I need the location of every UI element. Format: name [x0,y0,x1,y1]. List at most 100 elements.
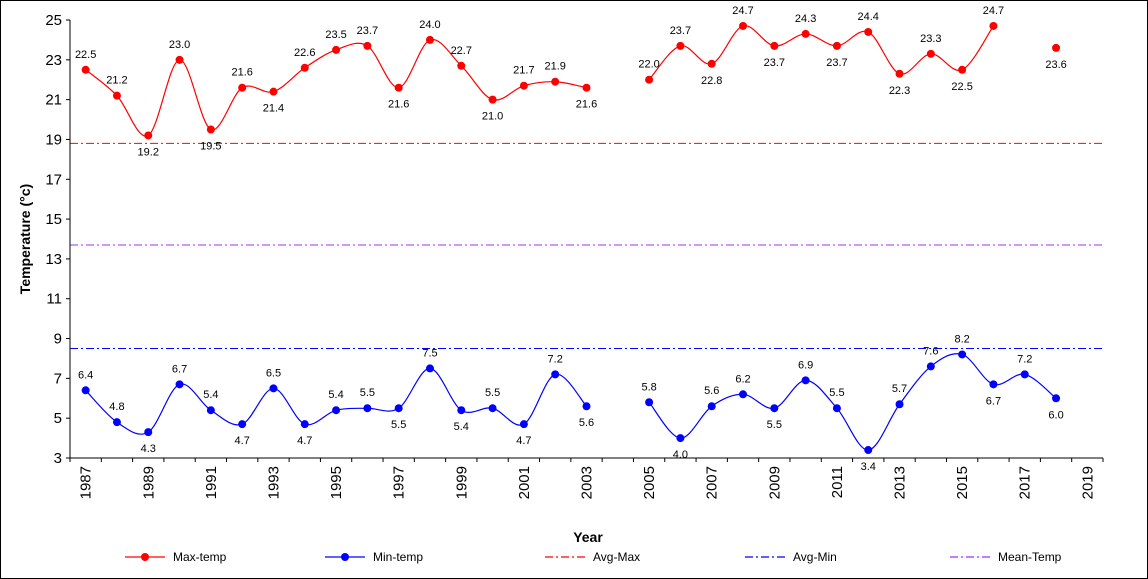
data-label-min-temp: 6.7 [172,363,187,375]
x-tick-label: 2001 [516,466,533,499]
legend-item-mean-temp: Mean-Temp [950,550,1062,564]
data-point-min-temp [989,380,998,389]
data-label-max-temp: 23.7 [670,25,691,37]
data-label-max-temp: 21.6 [231,67,252,79]
data-point-max-temp [175,55,184,64]
data-label-min-temp: 7.6 [923,345,938,357]
data-point-min-temp [1052,394,1061,403]
data-label-min-temp: 6.2 [735,373,750,385]
data-label-max-temp: 24.3 [795,13,816,25]
data-point-min-temp [363,404,372,413]
data-label-min-temp: 7.2 [548,353,563,365]
data-label-min-temp: 5.5 [485,387,500,399]
data-point-min-temp [582,402,591,411]
data-point-max-temp [425,35,434,44]
data-point-min-temp [425,364,434,373]
y-tick-label: 13 [45,251,62,268]
data-point-min-temp [112,418,121,427]
data-label-max-temp: 22.3 [889,85,910,97]
data-point-min-temp [519,420,528,429]
data-point-min-temp [645,398,654,407]
data-label-min-temp: 7.2 [1017,353,1032,365]
data-label-max-temp: 23.0 [169,39,190,51]
legend-label: Mean-Temp [998,550,1062,564]
x-tick-label: 1993 [265,466,282,499]
data-point-max-temp [832,41,841,50]
data-point-min-temp [394,404,403,413]
x-tick-label: 2003 [579,466,596,499]
x-tick-label: 2019 [1079,466,1096,499]
x-tick-label: 1997 [391,466,408,499]
data-label-max-temp: 21.6 [388,99,409,111]
data-label-min-temp: 5.4 [454,421,469,433]
data-point-max-temp [551,77,560,86]
y-tick-label: 5 [54,410,62,427]
data-label-max-temp: 22.0 [638,59,659,71]
series-line-min-temp [85,367,587,435]
data-point-min-temp [238,420,247,429]
y-axis-title: Temperature (°c) [17,184,33,294]
data-label-min-temp: 4.8 [109,401,124,413]
data-point-min-temp [926,362,935,371]
data-label-max-temp: 23.5 [325,29,346,41]
data-point-min-temp [269,384,278,393]
data-point-min-temp [739,390,748,399]
data-point-min-temp [801,376,810,385]
legend-item-min-temp: Min-temp [325,550,423,564]
data-point-max-temp [895,69,904,78]
y-tick-label: 25 [45,12,62,29]
data-label-max-temp: 24.7 [732,5,753,17]
data-label-max-temp: 19.2 [138,146,159,158]
data-label-min-temp: 6.9 [798,359,813,371]
x-tick-label: 2013 [892,466,909,499]
data-point-min-temp [551,370,560,379]
data-point-max-temp [1052,43,1061,52]
x-tick-label: 2017 [1017,466,1034,499]
data-label-min-temp: 5.5 [829,387,844,399]
legend-label: Max-temp [173,550,227,564]
data-point-min-temp [1020,370,1029,379]
data-point-min-temp [770,404,779,413]
series-layer [81,21,1061,455]
data-label-min-temp: 4.7 [297,435,312,447]
data-point-min-temp [958,350,967,359]
data-point-max-temp [770,41,779,50]
data-point-min-temp [864,446,873,455]
data-label-max-temp: 24.4 [858,11,879,23]
y-tick-label: 11 [46,291,62,308]
y-tick-label: 19 [45,131,62,148]
data-point-min-temp [457,406,466,415]
data-label-max-temp: 19.5 [200,141,221,153]
x-tick-label: 2009 [766,466,783,499]
data-point-max-temp [394,83,403,92]
data-label-min-temp: 5.4 [203,389,218,401]
series-line-max-temp [648,25,994,81]
data-label-min-temp: 5.6 [704,385,719,397]
data-label-max-temp: 22.6 [294,47,315,59]
data-point-max-temp [582,83,591,92]
data-label-max-temp: 22.8 [701,75,722,87]
data-point-min-temp [488,404,497,413]
legend-label: Min-temp [373,550,423,564]
legend: Max-temp Min-temp Avg-Max Avg-Min Mean-Temp [125,550,1062,564]
data-label-max-temp: 21.0 [482,111,503,123]
x-tick-label: 1995 [328,466,345,499]
data-point-min-temp [144,428,153,437]
data-point-min-temp [895,400,904,409]
legend-marker [141,553,149,561]
data-label-min-temp: 5.5 [360,387,375,399]
legend-item-max-temp: Max-temp [125,550,227,564]
data-label-min-temp: 5.8 [641,381,656,393]
data-point-min-temp [676,434,685,443]
x-tick-label: 1989 [140,466,157,499]
data-point-max-temp [457,61,466,70]
legend-label: Avg-Min [793,550,837,564]
data-point-min-temp [707,402,716,411]
data-label-max-temp: 23.6 [1045,59,1066,71]
y-tick-label: 3 [54,450,62,467]
x-tick-label: 1987 [78,466,95,499]
data-label-max-temp: 23.7 [826,57,847,69]
data-label-min-temp: 6.0 [1048,409,1063,421]
data-label-max-temp: 24.7 [983,5,1004,17]
data-label-max-temp: 21.7 [513,65,534,77]
